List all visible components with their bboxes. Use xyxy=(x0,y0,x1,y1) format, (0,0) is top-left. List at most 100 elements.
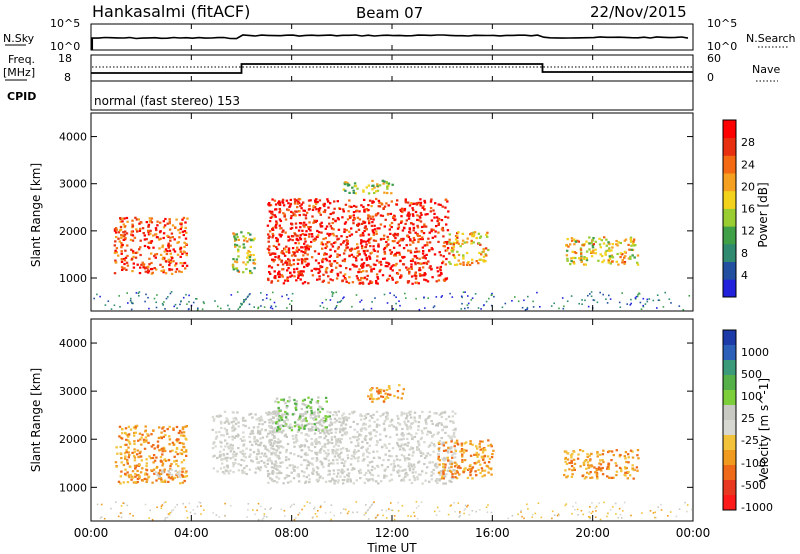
echo-cell xyxy=(327,216,331,219)
echo-cell xyxy=(342,422,345,425)
echo-cell xyxy=(284,413,287,416)
echo-cell xyxy=(278,411,281,414)
scatter-cell xyxy=(551,517,553,520)
echo-cell xyxy=(242,424,245,427)
echo-cell xyxy=(158,475,162,478)
echo-cell xyxy=(279,235,282,238)
scatter-cell xyxy=(553,514,556,516)
echo-cell xyxy=(566,238,569,241)
echo-cell xyxy=(319,213,322,216)
echo-cell xyxy=(336,458,339,461)
echo-cell xyxy=(229,443,232,446)
echo-cell xyxy=(416,446,419,449)
scatter-cell xyxy=(365,511,367,514)
echo-cell xyxy=(342,429,345,432)
echo-cell xyxy=(629,238,633,241)
echo-cell xyxy=(407,217,411,220)
echo-cell xyxy=(297,200,300,203)
scatter-cell xyxy=(449,292,451,295)
echo-cell xyxy=(398,253,401,256)
echo-cell xyxy=(422,453,425,456)
echo-cell xyxy=(359,468,362,471)
xtick-label: 16:00 xyxy=(475,526,510,540)
echo-cell xyxy=(321,243,325,246)
echo-cell xyxy=(353,265,356,268)
echo-cell xyxy=(294,435,297,438)
echo-cell xyxy=(402,479,406,482)
echo-cell xyxy=(297,454,300,458)
echo-cell xyxy=(295,437,298,440)
echo-cell xyxy=(422,232,426,235)
echo-cell xyxy=(430,471,433,474)
scatter-cell xyxy=(371,301,373,303)
scatter-cell xyxy=(511,514,514,517)
echo-cell xyxy=(169,464,172,468)
scatter-cell xyxy=(520,511,522,513)
echo-cell xyxy=(267,277,270,280)
echo-cell xyxy=(596,477,599,480)
echo-cell xyxy=(290,274,294,277)
echo-cell xyxy=(313,220,316,223)
echo-cell xyxy=(358,253,361,256)
echo-cell xyxy=(325,400,328,403)
echo-cell xyxy=(440,422,443,425)
echo-cell xyxy=(602,259,606,262)
near-range-scatter xyxy=(96,501,693,521)
echo-cell xyxy=(449,242,452,246)
echo-cell xyxy=(270,478,274,481)
scatter-cell xyxy=(129,299,132,302)
echo-cell xyxy=(117,237,120,240)
echo-cell xyxy=(582,244,585,247)
echo-cell xyxy=(386,412,389,415)
scatter-cell xyxy=(433,305,436,307)
scatter-cell xyxy=(571,512,573,515)
echo-cell xyxy=(385,261,388,264)
scatter-cell xyxy=(188,301,190,303)
echo-cell xyxy=(121,268,124,271)
scatter-cell xyxy=(523,299,525,302)
echo-cell xyxy=(588,472,591,475)
echo-cell xyxy=(411,422,415,425)
echo-cell xyxy=(379,214,383,217)
scatter-cell xyxy=(243,299,245,301)
echo-cell xyxy=(351,412,355,415)
echo-cell xyxy=(429,207,433,210)
echo-cell xyxy=(142,440,146,444)
echo-cell xyxy=(145,462,148,465)
echo-cell xyxy=(132,454,136,457)
echo-cell xyxy=(335,419,338,422)
echo-cell xyxy=(150,469,153,472)
echo-cell xyxy=(345,244,348,247)
echo-cell xyxy=(380,388,383,391)
echo-cell xyxy=(624,467,627,470)
scatter-cell xyxy=(507,517,509,520)
echo-cell xyxy=(617,263,620,266)
echo-cell xyxy=(624,471,627,474)
echo-cell xyxy=(427,260,430,263)
echo-cell xyxy=(174,469,177,473)
echo-cell xyxy=(417,425,420,428)
scatter-cell xyxy=(247,509,249,511)
echo-cell xyxy=(237,248,240,251)
scatter-cell xyxy=(366,509,369,512)
echo-cell xyxy=(257,417,260,420)
echo-cell xyxy=(294,200,297,203)
echo-cell xyxy=(387,393,390,396)
echo-cell xyxy=(225,420,228,423)
echo-cell xyxy=(264,465,268,468)
echo-cell xyxy=(180,226,183,229)
echo-cell xyxy=(324,209,327,212)
echo-cell xyxy=(592,243,595,246)
echo-cell xyxy=(293,469,296,472)
echo-cell xyxy=(127,435,130,438)
echo-cell xyxy=(161,453,164,456)
echo-cell xyxy=(236,269,239,272)
echo-cell xyxy=(352,191,356,194)
echo-cell xyxy=(326,232,329,235)
scatter-cell xyxy=(342,508,345,510)
echo-cell xyxy=(175,425,179,429)
echo-cell xyxy=(285,448,288,452)
echo-cell xyxy=(218,430,221,434)
echo-cell xyxy=(342,464,346,468)
